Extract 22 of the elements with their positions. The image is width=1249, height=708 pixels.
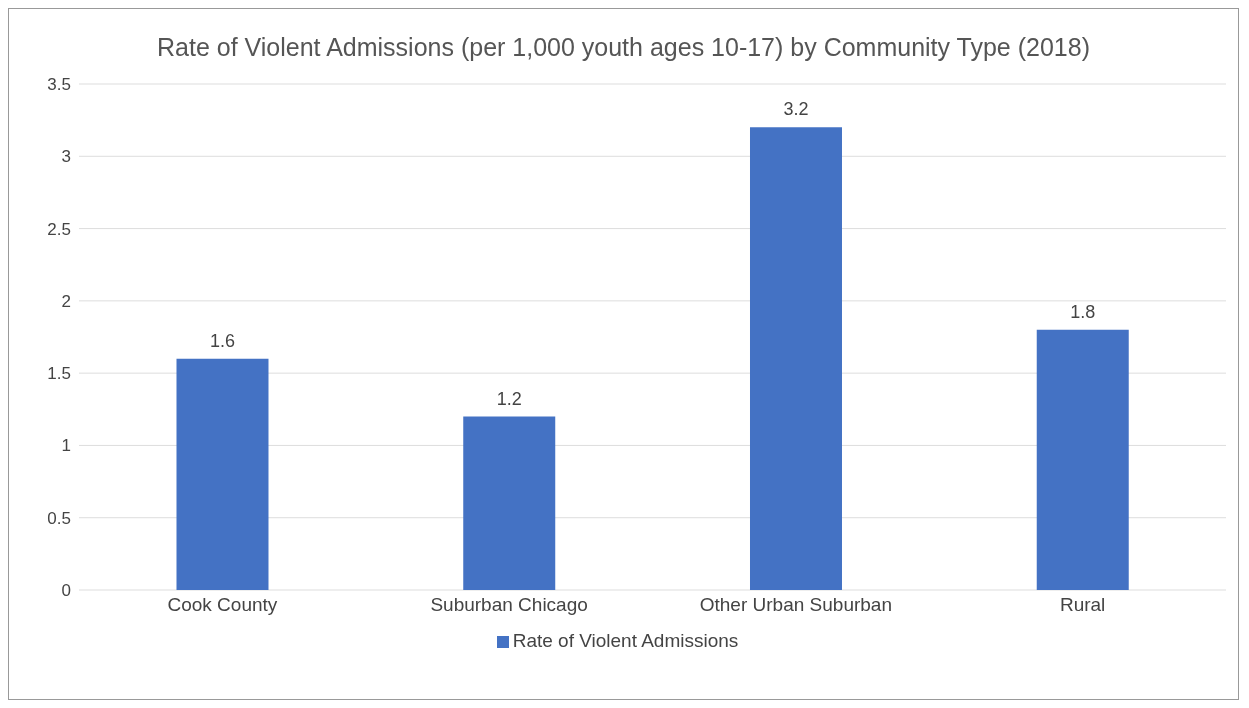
y-tick-label: 1.5 [47,364,71,384]
x-tick-label: Cook County [167,594,278,616]
x-tick-label: Rural [1059,594,1106,616]
legend-label: Rate of Violent Admissions [512,630,739,651]
data-label: 1.8 [1070,301,1096,322]
x-tick-label: Other Urban Suburban [699,594,892,616]
chart-title: Rate of Violent Admissions (per 1,000 youth ages 10-17) by Community Type (2018) [156,32,1091,63]
y-tick-label: 0 [61,581,71,601]
y-tick-label: 3.5 [47,75,71,95]
bar [463,416,556,590]
bar [176,358,269,590]
x-tick-label: Suburban Chicago [430,594,588,616]
data-label: 3.2 [783,99,809,120]
y-tick-label: 1 [61,436,71,456]
bar [1036,329,1129,590]
bar [750,127,842,590]
y-tick-label: 3 [61,147,71,167]
y-tick-label: 2 [61,291,71,311]
data-label: 1.2 [496,388,522,409]
data-label: 1.6 [209,330,236,351]
y-tick-label: 0.5 [47,508,71,528]
y-tick-label: 2.5 [47,219,71,239]
